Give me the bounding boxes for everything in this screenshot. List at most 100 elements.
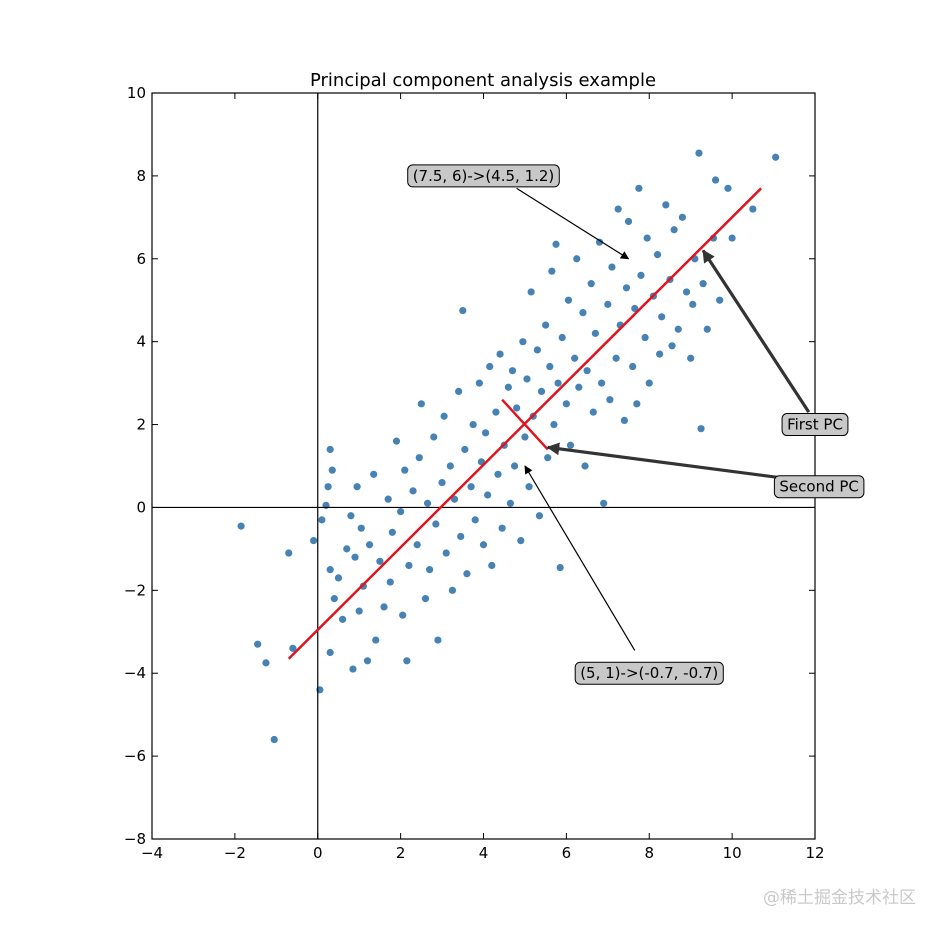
data-point xyxy=(262,659,270,667)
data-point xyxy=(544,454,552,462)
data-point xyxy=(405,561,413,570)
data-point xyxy=(397,507,405,516)
data-point xyxy=(535,512,544,520)
data-point xyxy=(595,238,604,246)
data-point xyxy=(564,296,573,304)
annotation-text: (7.5, 6)->(4.5, 1.2) xyxy=(413,167,555,185)
data-point xyxy=(591,329,599,337)
data-point xyxy=(662,201,670,209)
data-point xyxy=(326,445,334,454)
data-point xyxy=(334,574,343,582)
data-point xyxy=(440,412,448,420)
x-tick-label: −2 xyxy=(224,844,246,862)
data-point xyxy=(687,354,695,362)
data-point xyxy=(442,549,450,557)
data-point xyxy=(724,184,732,192)
data-point xyxy=(608,263,616,271)
data-point xyxy=(542,321,550,329)
annotations: (7.5, 6)->(4.5, 1.2) First PC Second PC (5,… xyxy=(407,164,865,685)
data-point xyxy=(357,524,365,532)
data-point xyxy=(674,325,682,333)
data-point xyxy=(597,379,606,387)
data-point xyxy=(573,255,581,263)
data-point xyxy=(318,516,326,524)
data-point xyxy=(421,595,430,603)
data-point xyxy=(589,408,597,416)
x-tick-label: −4 xyxy=(141,844,163,862)
y-tick-label: −4 xyxy=(124,664,146,682)
data-point xyxy=(355,607,363,615)
principal-component-lines xyxy=(287,187,763,660)
data-point xyxy=(600,499,608,507)
data-point xyxy=(728,234,736,242)
data-point xyxy=(583,367,591,375)
data-point xyxy=(399,611,407,619)
annotation-box xyxy=(574,661,724,685)
data-point xyxy=(494,470,502,478)
data-point xyxy=(689,300,697,308)
data-point xyxy=(446,462,454,470)
data-point xyxy=(695,149,703,157)
data-point xyxy=(254,640,262,648)
annotation-box xyxy=(781,413,849,437)
data-point xyxy=(548,267,556,275)
data-point xyxy=(469,420,477,429)
data-point xyxy=(330,595,338,603)
data-point xyxy=(409,487,417,495)
data-point xyxy=(457,532,465,541)
data-point xyxy=(486,362,494,371)
data-point xyxy=(403,657,411,665)
data-point xyxy=(513,404,521,412)
x-tick-label: 4 xyxy=(479,844,489,862)
data-point xyxy=(587,280,595,288)
annotation-box xyxy=(407,164,560,188)
data-point xyxy=(614,205,622,213)
chart-title: Principal component analysis example xyxy=(310,70,656,91)
data-point xyxy=(624,217,633,226)
data-point xyxy=(463,570,471,578)
data-point xyxy=(426,566,434,574)
data-point xyxy=(384,495,392,503)
data-point xyxy=(488,561,496,570)
data-point xyxy=(579,309,587,317)
data-point xyxy=(310,537,318,545)
annotation-arrow xyxy=(524,465,636,651)
second-pc-line xyxy=(501,398,549,451)
data-point xyxy=(637,271,645,279)
data-point xyxy=(510,462,519,470)
data-point xyxy=(430,433,438,441)
data-point xyxy=(455,387,463,395)
data-point xyxy=(517,537,525,545)
data-point xyxy=(670,226,678,234)
data-point xyxy=(467,483,475,491)
data-point xyxy=(641,333,649,342)
data-point xyxy=(376,557,384,565)
data-point xyxy=(508,367,517,375)
data-point xyxy=(550,420,558,429)
data-point xyxy=(401,466,409,474)
x-tick-label: 6 xyxy=(562,844,572,862)
data-point xyxy=(633,400,641,408)
data-point xyxy=(699,280,707,288)
data-point xyxy=(631,304,639,313)
annotation-label: (5, 1)->(-0.7, -0.7) xyxy=(574,661,724,685)
data-point xyxy=(365,541,374,549)
x-tick-label: 2 xyxy=(396,844,406,862)
data-point xyxy=(506,499,515,507)
data-point xyxy=(504,383,512,391)
data-point xyxy=(656,350,664,358)
data-point xyxy=(711,176,720,184)
data-point xyxy=(484,491,492,499)
y-tick-label: −2 xyxy=(124,581,146,599)
data-point xyxy=(537,387,546,395)
watermark-text: @稀土掘金技术社区 xyxy=(763,888,916,908)
data-point xyxy=(324,483,332,491)
data-point xyxy=(604,300,612,308)
data-point xyxy=(326,566,334,574)
x-tick-label: 10 xyxy=(723,844,742,862)
data-point xyxy=(606,396,614,404)
annotation-arrow xyxy=(701,249,811,413)
data-point xyxy=(552,240,560,248)
data-point xyxy=(459,306,467,315)
